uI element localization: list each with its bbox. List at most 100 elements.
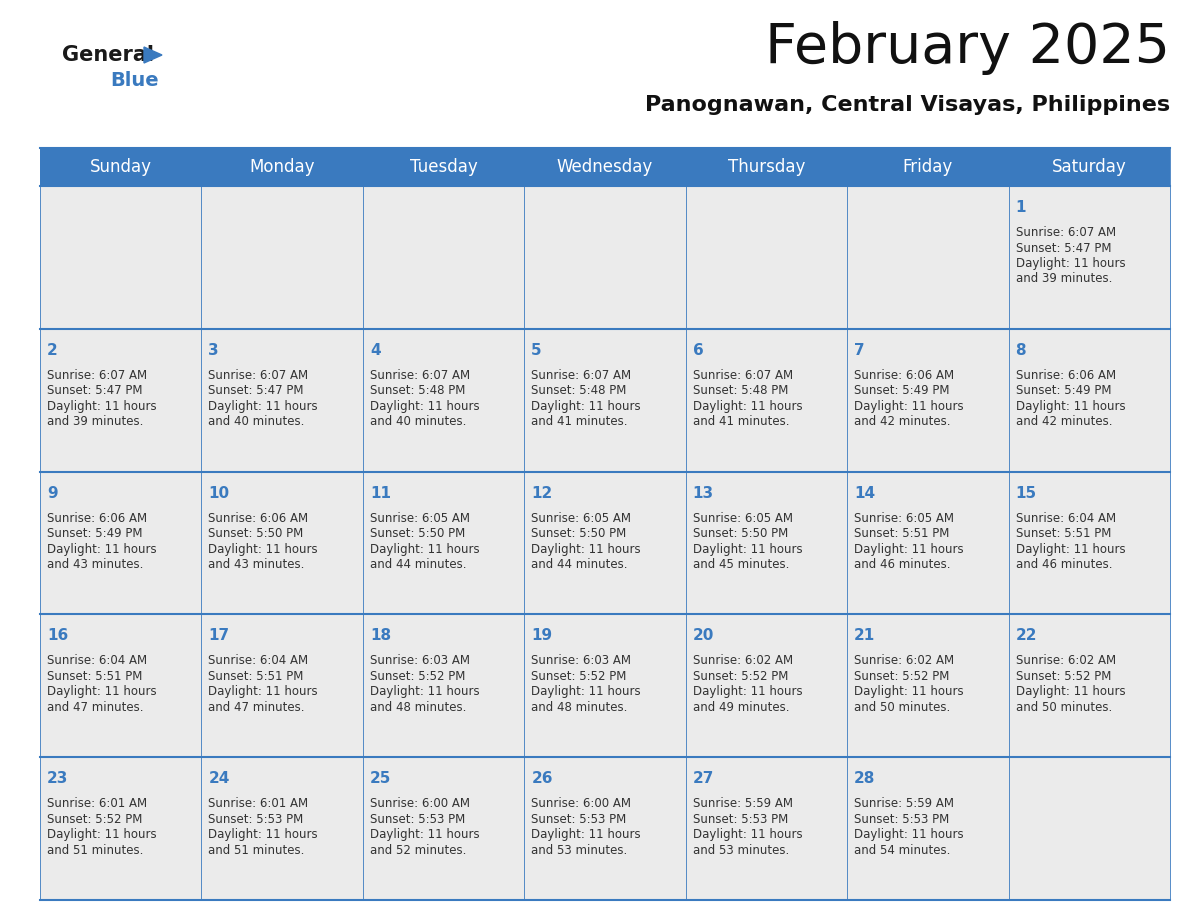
Text: and 50 minutes.: and 50 minutes. (1016, 701, 1112, 714)
Text: Sunset: 5:53 PM: Sunset: 5:53 PM (369, 812, 466, 825)
Bar (847, 186, 1009, 329)
Bar (362, 472, 524, 614)
Text: 9: 9 (48, 486, 58, 500)
Bar (362, 614, 524, 757)
Text: Sunrise: 6:00 AM: Sunrise: 6:00 AM (369, 797, 470, 811)
Text: Sunrise: 6:07 AM: Sunrise: 6:07 AM (693, 369, 792, 382)
Text: Sunrise: 6:07 AM: Sunrise: 6:07 AM (531, 369, 631, 382)
Text: Wednesday: Wednesday (557, 158, 653, 176)
Text: Daylight: 11 hours: Daylight: 11 hours (1016, 257, 1125, 270)
Bar (685, 472, 847, 614)
Bar (685, 757, 847, 900)
Text: Daylight: 11 hours: Daylight: 11 hours (48, 543, 157, 555)
Bar (685, 614, 847, 757)
Text: Sunset: 5:48 PM: Sunset: 5:48 PM (531, 385, 626, 397)
Text: Sunrise: 6:05 AM: Sunrise: 6:05 AM (693, 511, 792, 524)
Text: February 2025: February 2025 (765, 21, 1170, 75)
Text: Sunrise: 5:59 AM: Sunrise: 5:59 AM (854, 797, 954, 811)
Bar (362, 757, 524, 900)
Text: Sunrise: 6:07 AM: Sunrise: 6:07 AM (1016, 226, 1116, 239)
Text: Daylight: 11 hours: Daylight: 11 hours (854, 686, 963, 699)
Text: Daylight: 11 hours: Daylight: 11 hours (693, 400, 802, 413)
Bar (40, 614, 202, 757)
Bar (847, 329, 1009, 472)
Text: 4: 4 (369, 342, 380, 358)
Text: Sunrise: 6:07 AM: Sunrise: 6:07 AM (48, 369, 147, 382)
Text: Daylight: 11 hours: Daylight: 11 hours (1016, 400, 1125, 413)
Text: Blue: Blue (110, 71, 159, 89)
Text: 7: 7 (854, 342, 865, 358)
Text: Sunday: Sunday (90, 158, 152, 176)
Text: 21: 21 (854, 629, 876, 644)
Text: Daylight: 11 hours: Daylight: 11 hours (208, 686, 318, 699)
Text: Saturday: Saturday (1051, 158, 1126, 176)
Text: 19: 19 (531, 629, 552, 644)
Text: Daylight: 11 hours: Daylight: 11 hours (531, 828, 640, 841)
Text: and 42 minutes.: and 42 minutes. (854, 415, 950, 429)
Bar (1009, 757, 1170, 900)
Text: Sunrise: 6:02 AM: Sunrise: 6:02 AM (1016, 655, 1116, 667)
Bar (847, 614, 1009, 757)
Text: Sunset: 5:52 PM: Sunset: 5:52 PM (854, 670, 949, 683)
Text: and 54 minutes.: and 54 minutes. (854, 844, 950, 856)
Text: 25: 25 (369, 771, 391, 786)
Text: Daylight: 11 hours: Daylight: 11 hours (369, 543, 480, 555)
Text: Panognawan, Central Visayas, Philippines: Panognawan, Central Visayas, Philippines (645, 95, 1170, 115)
Text: Sunset: 5:51 PM: Sunset: 5:51 PM (1016, 527, 1111, 540)
Text: Daylight: 11 hours: Daylight: 11 hours (208, 543, 318, 555)
Text: and 47 minutes.: and 47 minutes. (48, 701, 144, 714)
Text: and 43 minutes.: and 43 minutes. (48, 558, 144, 571)
Bar (362, 329, 524, 472)
Text: 17: 17 (208, 629, 229, 644)
Text: Daylight: 11 hours: Daylight: 11 hours (854, 400, 963, 413)
Text: 23: 23 (48, 771, 69, 786)
Text: Daylight: 11 hours: Daylight: 11 hours (369, 686, 480, 699)
Text: 14: 14 (854, 486, 876, 500)
Text: Sunset: 5:48 PM: Sunset: 5:48 PM (369, 385, 466, 397)
Text: 20: 20 (693, 629, 714, 644)
Bar (847, 472, 1009, 614)
Text: Sunrise: 6:06 AM: Sunrise: 6:06 AM (854, 369, 954, 382)
Text: Sunrise: 6:02 AM: Sunrise: 6:02 AM (854, 655, 954, 667)
Text: and 44 minutes.: and 44 minutes. (531, 558, 627, 571)
Text: Sunset: 5:51 PM: Sunset: 5:51 PM (854, 527, 949, 540)
Text: Friday: Friday (903, 158, 953, 176)
Bar (1009, 614, 1170, 757)
Text: Sunrise: 6:02 AM: Sunrise: 6:02 AM (693, 655, 792, 667)
Text: 22: 22 (1016, 629, 1037, 644)
Text: Sunset: 5:49 PM: Sunset: 5:49 PM (48, 527, 143, 540)
Text: Daylight: 11 hours: Daylight: 11 hours (48, 828, 157, 841)
Text: Sunset: 5:51 PM: Sunset: 5:51 PM (208, 670, 304, 683)
Bar (1009, 186, 1170, 329)
Text: Daylight: 11 hours: Daylight: 11 hours (1016, 543, 1125, 555)
Text: and 40 minutes.: and 40 minutes. (369, 415, 466, 429)
Text: 5: 5 (531, 342, 542, 358)
Text: Sunset: 5:47 PM: Sunset: 5:47 PM (1016, 241, 1111, 254)
Text: Sunset: 5:52 PM: Sunset: 5:52 PM (1016, 670, 1111, 683)
Text: 2: 2 (48, 342, 58, 358)
Text: and 46 minutes.: and 46 minutes. (854, 558, 950, 571)
Text: 16: 16 (48, 629, 68, 644)
Text: Monday: Monday (249, 158, 315, 176)
Text: Sunset: 5:53 PM: Sunset: 5:53 PM (693, 812, 788, 825)
Text: Daylight: 11 hours: Daylight: 11 hours (854, 828, 963, 841)
Text: Daylight: 11 hours: Daylight: 11 hours (208, 828, 318, 841)
Text: Sunset: 5:49 PM: Sunset: 5:49 PM (1016, 385, 1111, 397)
Text: Sunset: 5:53 PM: Sunset: 5:53 PM (531, 812, 626, 825)
Bar (685, 329, 847, 472)
Text: Daylight: 11 hours: Daylight: 11 hours (693, 543, 802, 555)
Text: Sunset: 5:50 PM: Sunset: 5:50 PM (369, 527, 466, 540)
Text: and 42 minutes.: and 42 minutes. (1016, 415, 1112, 429)
Text: Sunrise: 6:03 AM: Sunrise: 6:03 AM (369, 655, 470, 667)
Text: 8: 8 (1016, 342, 1026, 358)
Bar (524, 186, 685, 329)
Bar (524, 472, 685, 614)
Text: 3: 3 (208, 342, 219, 358)
Text: Sunset: 5:49 PM: Sunset: 5:49 PM (854, 385, 949, 397)
Bar (40, 148, 1170, 186)
Text: General: General (62, 45, 154, 65)
Text: Sunrise: 6:05 AM: Sunrise: 6:05 AM (369, 511, 470, 524)
Text: 11: 11 (369, 486, 391, 500)
Text: Sunset: 5:50 PM: Sunset: 5:50 PM (531, 527, 626, 540)
Text: Daylight: 11 hours: Daylight: 11 hours (369, 400, 480, 413)
